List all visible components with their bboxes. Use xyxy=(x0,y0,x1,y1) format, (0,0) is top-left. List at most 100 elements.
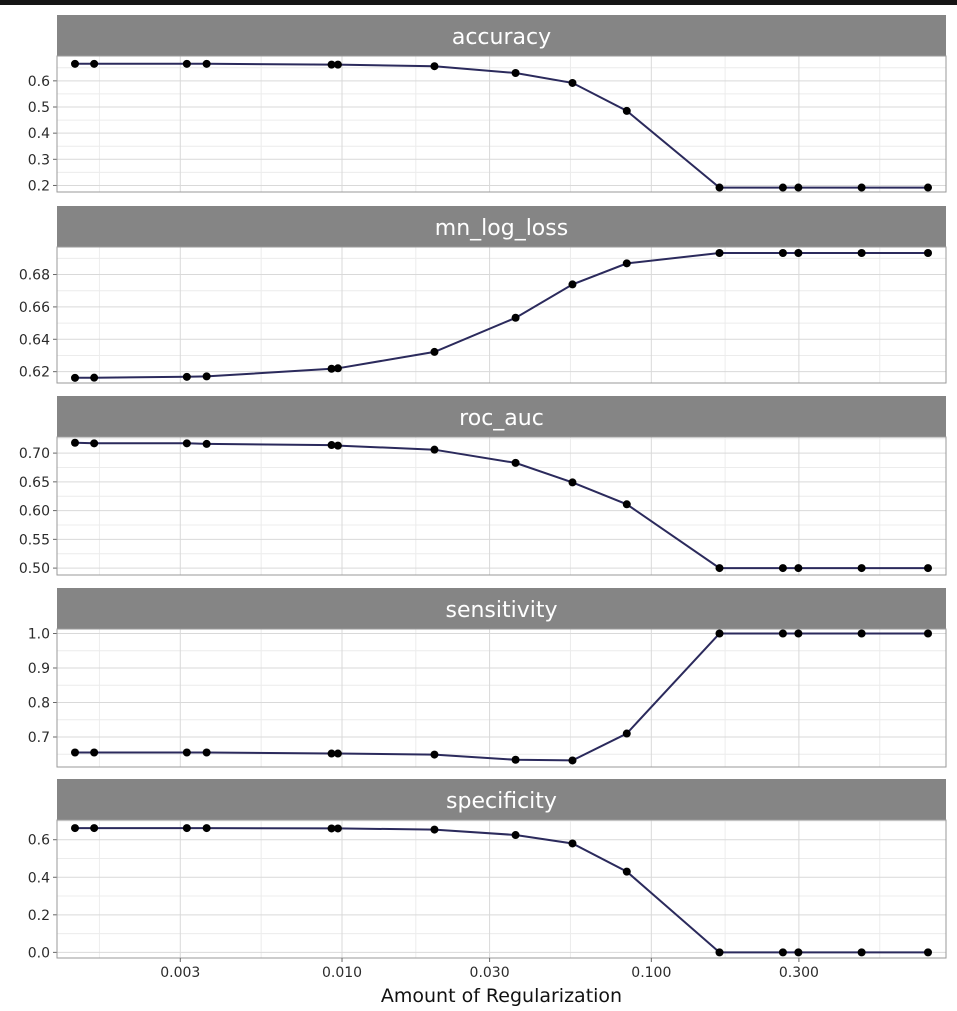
data-point-mn_log_loss xyxy=(511,313,520,322)
data-point-mn_log_loss xyxy=(202,372,211,381)
data-point-roc_auc xyxy=(333,441,342,450)
x-tick-label: 0.300 xyxy=(779,965,819,981)
data-point-specificity xyxy=(182,824,191,833)
data-point-roc_auc xyxy=(71,438,79,447)
data-point-roc_auc xyxy=(568,478,577,487)
y-tick-label: 0.4 xyxy=(28,126,50,142)
facet-panel-mn_log_loss xyxy=(57,247,946,383)
data-point-specificity xyxy=(857,948,866,957)
data-point-specificity xyxy=(778,948,787,957)
data-point-sensitivity xyxy=(794,629,803,638)
data-point-accuracy xyxy=(511,69,520,77)
data-point-sensitivity xyxy=(333,749,342,758)
facet-strip-sensitivity xyxy=(57,588,946,629)
facet-title-specificity: specificity xyxy=(446,789,557,814)
data-point-accuracy xyxy=(327,60,336,69)
data-point-sensitivity xyxy=(90,748,99,757)
y-tick-label: 0.50 xyxy=(19,561,50,577)
data-point-accuracy xyxy=(924,183,932,192)
data-point-mn_log_loss xyxy=(71,373,79,382)
y-tick-label: 0.3 xyxy=(28,152,50,168)
data-point-roc_auc xyxy=(90,439,99,448)
data-point-mn_log_loss xyxy=(182,372,191,381)
data-point-sensitivity xyxy=(430,750,439,759)
data-point-specificity xyxy=(71,824,79,833)
data-point-accuracy xyxy=(333,60,342,69)
data-point-mn_log_loss xyxy=(90,373,99,382)
data-point-accuracy xyxy=(430,62,439,71)
data-point-roc_auc xyxy=(715,564,724,573)
y-tick-label: 0.65 xyxy=(19,475,50,491)
data-point-specificity xyxy=(568,839,577,848)
data-point-specificity xyxy=(90,824,99,833)
y-tick-label: 0.0 xyxy=(28,945,50,961)
data-point-mn_log_loss xyxy=(778,248,787,257)
data-point-sensitivity xyxy=(511,755,520,764)
y-tick-label: 0.55 xyxy=(19,532,50,548)
y-tick-label: 0.2 xyxy=(28,178,50,194)
facet-panel-roc_auc xyxy=(57,437,946,575)
data-point-roc_auc xyxy=(511,458,520,467)
data-point-accuracy xyxy=(794,183,803,192)
y-tick-label: 0.2 xyxy=(28,908,50,924)
data-point-specificity xyxy=(202,824,211,833)
data-point-accuracy xyxy=(182,59,191,68)
data-point-roc_auc xyxy=(202,439,211,448)
data-point-roc_auc xyxy=(778,564,787,573)
data-point-roc_auc xyxy=(430,445,439,454)
data-point-accuracy xyxy=(778,183,787,192)
x-tick-label: 0.010 xyxy=(322,965,362,981)
data-point-sensitivity xyxy=(182,748,191,757)
data-point-specificity xyxy=(511,831,520,840)
data-point-roc_auc xyxy=(622,500,631,509)
facet-panel-accuracy xyxy=(57,56,946,192)
data-point-accuracy xyxy=(622,106,631,115)
x-tick-label: 0.030 xyxy=(470,965,510,981)
data-point-mn_log_loss xyxy=(333,364,342,373)
data-point-roc_auc xyxy=(327,441,336,450)
data-point-accuracy xyxy=(715,183,724,192)
data-point-accuracy xyxy=(202,59,211,68)
data-point-specificity xyxy=(430,825,439,834)
facet-title-roc_auc: roc_auc xyxy=(459,406,544,431)
data-point-mn_log_loss xyxy=(794,248,803,257)
y-tick-label: 0.64 xyxy=(19,332,50,348)
facet-border xyxy=(56,55,947,193)
data-point-specificity xyxy=(333,824,342,833)
data-point-sensitivity xyxy=(715,629,724,638)
facet-strip-accuracy xyxy=(57,15,946,56)
y-tick-label: 0.60 xyxy=(19,504,50,520)
y-tick-label: 0.6 xyxy=(28,74,50,90)
facet-title-mn_log_loss: mn_log_loss xyxy=(435,216,568,241)
y-tick-label: 0.7 xyxy=(28,730,50,746)
facet-border xyxy=(56,246,947,384)
data-point-sensitivity xyxy=(924,629,932,638)
data-point-accuracy xyxy=(568,78,577,87)
facet-title-accuracy: accuracy xyxy=(452,25,551,50)
data-point-roc_auc xyxy=(182,439,191,448)
data-point-roc_auc xyxy=(794,564,803,573)
facet-border xyxy=(56,819,947,959)
data-point-mn_log_loss xyxy=(622,259,631,268)
facet-border xyxy=(56,628,947,768)
data-point-specificity xyxy=(622,867,631,876)
y-tick-label: 0.6 xyxy=(28,833,50,849)
data-point-mn_log_loss xyxy=(715,248,724,257)
y-tick-label: 0.4 xyxy=(28,870,50,886)
data-point-sensitivity xyxy=(71,748,79,757)
y-tick-label: 0.68 xyxy=(19,268,50,284)
y-tick-label: 0.62 xyxy=(19,365,50,381)
data-point-accuracy xyxy=(90,59,99,68)
data-point-specificity xyxy=(715,948,724,957)
facet-strip-roc_auc xyxy=(57,396,946,437)
data-point-mn_log_loss xyxy=(857,248,866,257)
y-tick-label: 0.66 xyxy=(19,300,50,316)
x-tick-label: 0.100 xyxy=(631,965,671,981)
y-tick-label: 0.5 xyxy=(28,100,50,116)
data-point-roc_auc xyxy=(857,564,866,573)
data-point-mn_log_loss xyxy=(430,347,439,356)
data-point-roc_auc xyxy=(924,564,932,573)
y-tick-label: 1.0 xyxy=(28,626,50,642)
x-axis-title: Amount of Regularization xyxy=(381,985,622,1007)
